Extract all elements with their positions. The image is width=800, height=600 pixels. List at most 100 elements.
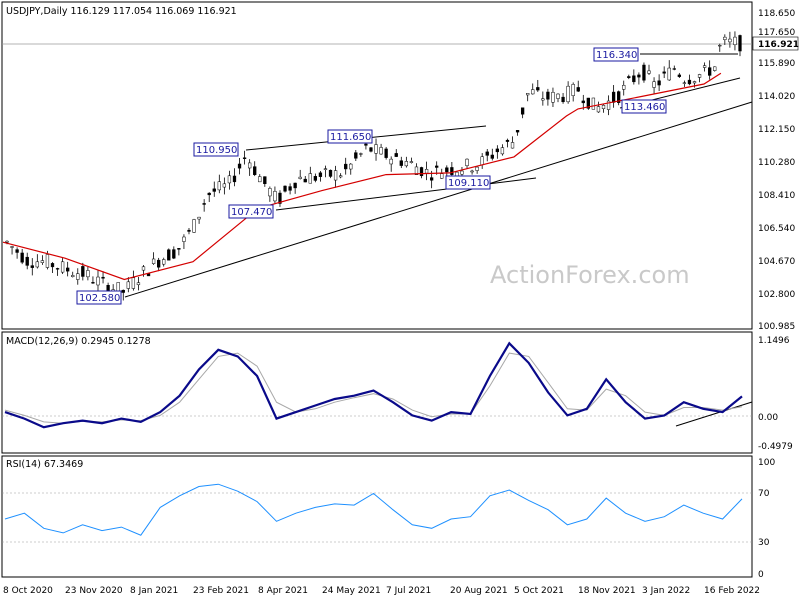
candle-body (702, 65, 707, 68)
candle-body (728, 38, 732, 43)
candle-body (692, 81, 697, 84)
annotation-box (228, 204, 274, 219)
sma-line (2, 72, 722, 281)
candle-body (515, 130, 520, 133)
y-tick: 100 (758, 458, 775, 468)
candle-body (40, 260, 45, 263)
candle-body (369, 147, 373, 152)
y-tick: 0.00 (758, 413, 778, 423)
candle-body (657, 80, 661, 86)
candle-body (253, 166, 257, 175)
candle-body (541, 98, 545, 101)
x-tick: 5 Oct 2021 (514, 586, 564, 596)
long-support-trendline (124, 101, 753, 298)
candle-body (162, 259, 166, 265)
candle-body (647, 70, 651, 74)
annotation-box (593, 47, 639, 62)
candle-body (81, 266, 85, 277)
y-tick: 118.650 (758, 9, 795, 19)
candle-body (642, 64, 646, 81)
candle-body (268, 188, 272, 197)
candle-body (404, 161, 409, 167)
x-tick: 20 Aug 2021 (450, 586, 508, 596)
candle-body (440, 173, 444, 179)
candle-body (25, 256, 29, 266)
candle-body (15, 249, 19, 253)
candle-body (500, 147, 505, 155)
candle-body (551, 92, 555, 103)
candle-body (424, 169, 429, 174)
candle-body (66, 267, 70, 272)
candle-body (485, 151, 489, 156)
x-tick: 8 Jan 2021 (130, 586, 178, 596)
candle-body (723, 36, 727, 40)
candle-body (571, 84, 575, 96)
candle-body (586, 97, 590, 109)
candle-body (101, 276, 105, 279)
x-tick: 24 May 2021 (322, 586, 381, 596)
y-tick: 70 (758, 489, 770, 499)
candle-body (298, 176, 302, 179)
lower-channel-line (275, 177, 537, 211)
y-tick: 1.1496 (758, 336, 790, 346)
candle-body (157, 259, 161, 268)
candle-body (394, 153, 398, 157)
x-tick: 3 Jan 2022 (642, 586, 690, 596)
candle-body (677, 74, 681, 77)
y-tick: 100.985 (758, 322, 795, 332)
candle-body (333, 170, 338, 181)
candle-body (278, 192, 282, 204)
annotation-box (327, 129, 373, 144)
annotation-box (76, 290, 122, 305)
x-tick: 23 Feb 2021 (193, 586, 249, 596)
candle-body (45, 254, 50, 268)
candle-body (323, 168, 328, 170)
candle-body (237, 163, 242, 169)
annotation-111650: 111.650 (330, 132, 371, 143)
candle-body (141, 266, 146, 271)
candle-body (91, 282, 95, 284)
y-tick: 115.890 (758, 59, 795, 69)
rsi-line (4, 483, 743, 536)
current-price-value: 116.921 (758, 40, 799, 50)
candle-body (505, 139, 510, 142)
x-tick: 8 Oct 2020 (3, 586, 53, 596)
candle-body (258, 176, 262, 183)
candle-body (662, 71, 666, 74)
candle-body (288, 186, 292, 191)
annotation-107470: 107.470 (231, 207, 272, 218)
candle-body (672, 68, 676, 70)
candle-body (581, 100, 585, 104)
candle-body (177, 248, 181, 250)
candle-body (359, 153, 363, 155)
candle-body (187, 229, 191, 232)
candle-body (389, 158, 393, 165)
candle-body (379, 147, 383, 155)
candle-body (30, 265, 34, 268)
candle-body (10, 246, 14, 248)
candle-body (283, 185, 287, 192)
candle-body (667, 67, 671, 81)
candle-body (71, 275, 75, 278)
y-tick: -0.4979 (758, 442, 793, 452)
macd-y-axis: 1.1496 0.00 -0.4979 (2, 336, 793, 452)
candle-body (126, 281, 130, 289)
candle-body (344, 163, 348, 170)
candle-body (293, 182, 297, 189)
candle-body (338, 175, 343, 178)
price-y-axis: 118.650 117.650 115.890 114.020 112.150 … (2, 9, 799, 332)
candle-body (435, 165, 439, 168)
candle-body (20, 252, 24, 263)
candle-body (697, 74, 702, 78)
candle-body (121, 289, 125, 293)
rsi-title: RSI(14) 67.3469 (6, 459, 83, 470)
rsi-y-axis: 100 70 30 0 (2, 458, 775, 580)
y-tick: 108.410 (758, 191, 795, 201)
macd-title: MACD(12,26,9) 0.2945 0.1278 (6, 336, 151, 347)
candle-body (197, 216, 201, 220)
candle-body (536, 87, 540, 91)
y-tick: 110.280 (758, 158, 795, 168)
candle-body (384, 148, 388, 158)
y-tick: 102.800 (758, 290, 795, 300)
candle-body (738, 35, 742, 52)
